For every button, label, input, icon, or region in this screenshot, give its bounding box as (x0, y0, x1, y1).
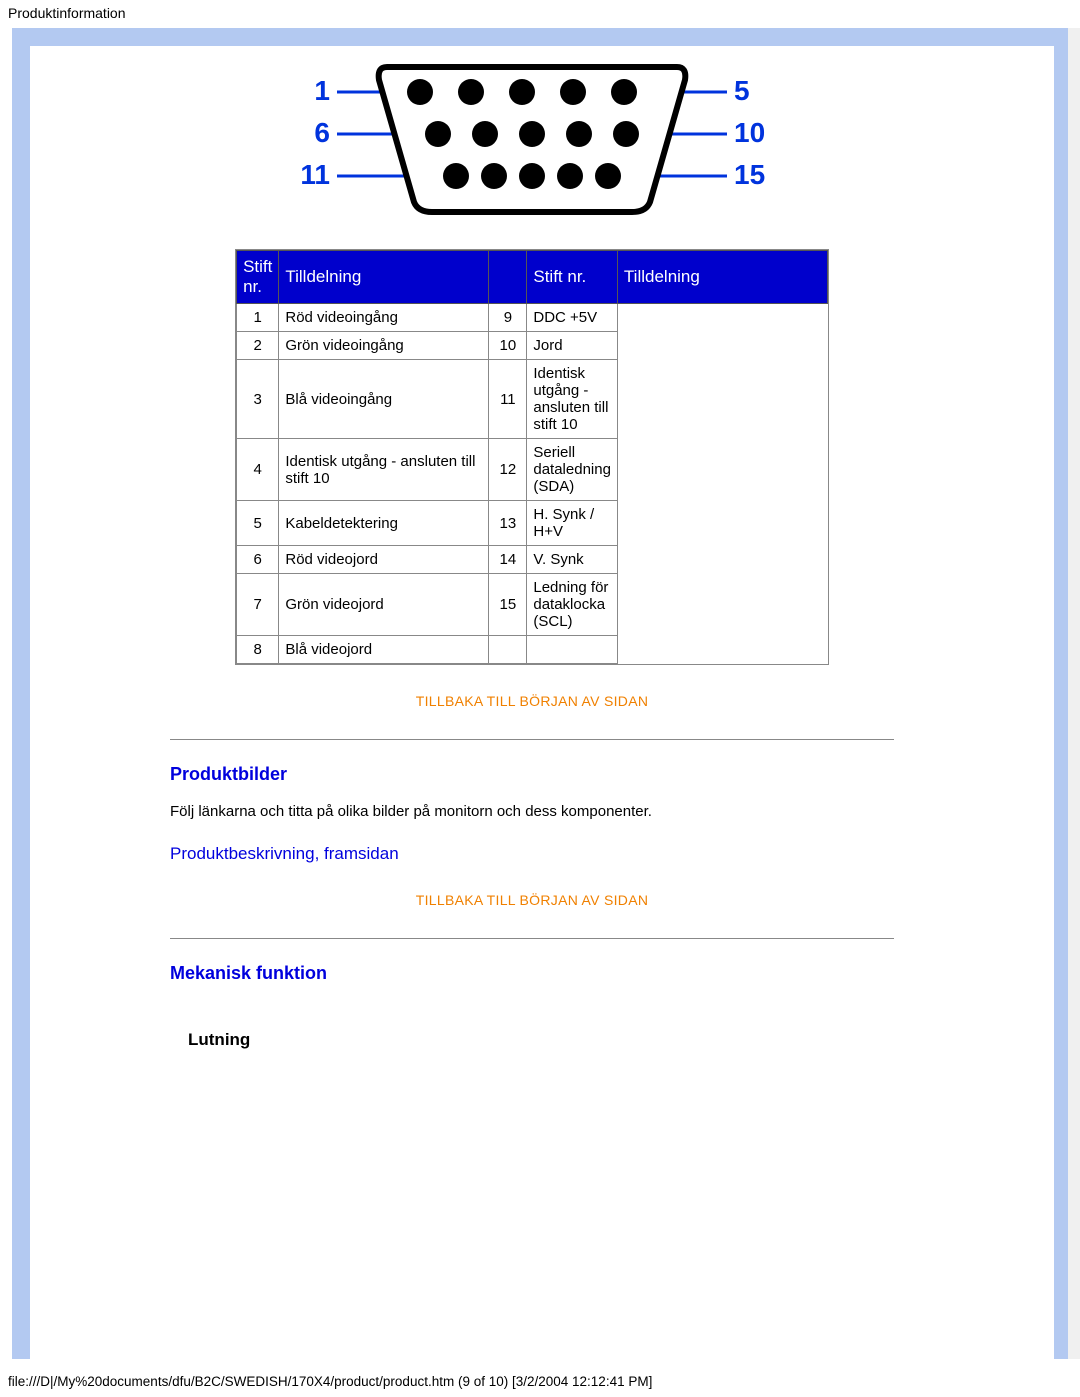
pin-assignment: DDC +5V (527, 304, 618, 332)
vertical-scrollbar[interactable] (1068, 28, 1080, 1359)
content-frame: 1 6 11 5 10 15 (12, 28, 1068, 1359)
col-header-assign-left: Tilldelning (279, 251, 489, 304)
table-row: 3Blå videoingång11Identisk utgång - ansl… (237, 360, 828, 439)
table-row: 5Kabeldetektering13H. Synk / H+V (237, 501, 828, 546)
pin-assignment: Grön videojord (279, 574, 489, 636)
pin-number: 5 (237, 501, 279, 546)
pin-assignment: Jord (527, 332, 618, 360)
pin-assignment: Identisk utgång - ansluten till stift 10 (279, 439, 489, 501)
pin-label-11: 11 (300, 159, 330, 190)
pin-assignment: H. Synk / H+V (527, 501, 618, 546)
pin-assignment: Röd videoingång (279, 304, 489, 332)
pin-number: 7 (237, 574, 279, 636)
pin-assignment: Blå videojord (279, 636, 489, 664)
subheading-tilt: Lutning (188, 1030, 894, 1050)
pin-number: 2 (237, 332, 279, 360)
divider (170, 739, 894, 740)
pin-assignment: Ledning för dataklocka (SCL) (527, 574, 618, 636)
pin-table-combined: Stift nr. Tilldelning Stift nr. Tilldeln… (236, 250, 828, 664)
pin-assignment: Kabeldetektering (279, 501, 489, 546)
pin-number: 8 (237, 636, 279, 664)
pin-assignment: Seriell dataledning (SDA) (527, 439, 618, 501)
pin-assignment: Röd videojord (279, 546, 489, 574)
pin-tables: Stift nr. Tilldelning Stift nr. Tilldeln… (170, 249, 894, 665)
back-to-top-link[interactable]: TILLBAKA TILL BÖRJAN AV SIDAN (170, 693, 894, 709)
back-to-top-link-2[interactable]: TILLBAKA TILL BÖRJAN AV SIDAN (170, 892, 894, 908)
pin-number: 14 (489, 546, 527, 574)
pin-assignment: Identisk utgång - ansluten till stift 10 (527, 360, 618, 439)
pin-number: 9 (489, 304, 527, 332)
pin-label-5: 5 (734, 75, 750, 106)
pin-label-15: 15 (734, 159, 765, 190)
table-row: 4Identisk utgång - ansluten till stift 1… (237, 439, 828, 501)
table-row: 2Grön videoingång10Jord (237, 332, 828, 360)
product-description-front-link[interactable]: Produktbeskrivning, framsidan (170, 844, 894, 864)
pin-number: 4 (237, 439, 279, 501)
pin-number: 13 (489, 501, 527, 546)
pin-assignment (527, 636, 618, 664)
col-header-nr-left: Stift nr. (237, 251, 279, 304)
table-row: 6Röd videojord14V. Synk (237, 546, 828, 574)
col-header-assign-right: Tilldelning (617, 251, 827, 304)
table-row: 7Grön videojord15Ledning för dataklocka … (237, 574, 828, 636)
footer-file-path: file:///D|/My%20documents/dfu/B2C/SWEDIS… (8, 1374, 652, 1389)
pin-number: 1 (237, 304, 279, 332)
connector-diagram: 1 6 11 5 10 15 (170, 52, 894, 231)
pin-assignment: V. Synk (527, 546, 618, 574)
content-area: 1 6 11 5 10 15 (30, 52, 1054, 1050)
table-spacer (489, 251, 527, 304)
pin-number: 3 (237, 360, 279, 439)
pin-assignment: Grön videoingång (279, 332, 489, 360)
pin-assignment: Blå videoingång (279, 360, 489, 439)
pin-number: 12 (489, 439, 527, 501)
pin-number: 15 (489, 574, 527, 636)
table-row: 1Röd videoingång9DDC +5V (237, 304, 828, 332)
divider-2 (170, 938, 894, 939)
pin-label-1: 1 (314, 75, 330, 106)
pin-number: 11 (489, 360, 527, 439)
pin-number (489, 636, 527, 664)
table-row: 8Blå videojord (237, 636, 828, 664)
pin-label-6: 6 (314, 117, 330, 148)
pin-number: 10 (489, 332, 527, 360)
product-images-body: Följ länkarna och titta på olika bilder … (170, 803, 894, 820)
pin-number: 6 (237, 546, 279, 574)
page-header-title: Produktinformation (8, 5, 126, 21)
heading-mechanical: Mekanisk funktion (170, 963, 894, 984)
heading-product-images: Produktbilder (170, 764, 894, 785)
pin-label-10: 10 (734, 117, 765, 148)
col-header-nr-right: Stift nr. (527, 251, 618, 304)
